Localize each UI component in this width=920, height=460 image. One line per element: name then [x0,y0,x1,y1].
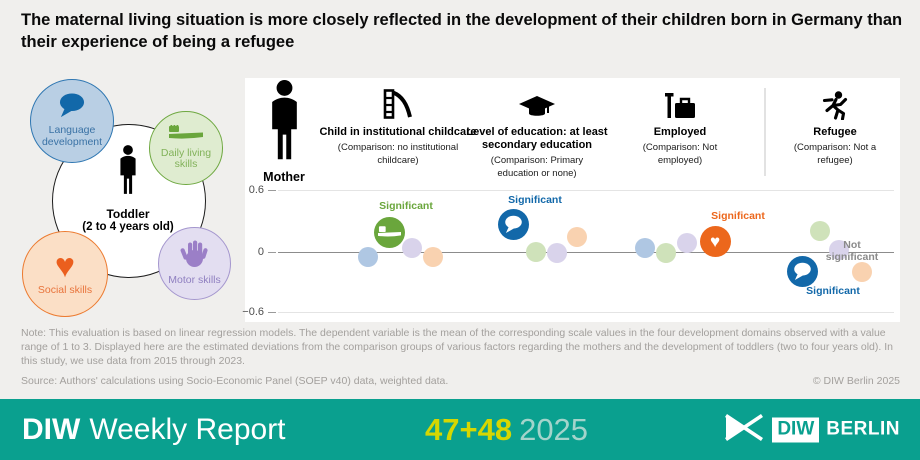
graduation-cap-icon [460,84,614,120]
issue-block: 47+48 2025 [425,412,588,448]
y-tick-label: 0 [257,246,264,258]
circle-label: Language development [41,124,103,148]
factor-comparison: (Comparison: Not employed) [642,142,718,166]
logo-berlin-text: BERLIN [826,418,900,440]
daily-living-skills-circle: Daily living skills [149,111,223,185]
circle-label: Daily living skills [160,146,212,171]
brand-diw: DIW [22,412,81,446]
running-person-icon [777,84,893,120]
diw-berlin-logo: DIW BERLIN [723,413,900,446]
toothbrush-icon [168,122,204,145]
y-tick-mark [268,252,276,253]
gridline-plus-0-6 [278,190,894,191]
y-tick-mark [268,190,276,191]
factor-title: Employed [653,126,707,138]
speech-bubble-icon [57,93,87,122]
issue-year: 2025 [519,411,589,447]
y-tick-label: −0.6 [242,306,264,318]
mother-block: Mother [250,80,318,184]
social-skills-circle: ♥ Social skills [22,231,108,317]
factor-employed: Employed (Comparison: Not employed) [622,84,738,167]
language-development-circle: Language development [30,79,114,163]
page-title: The maternal living situation is more cl… [21,11,903,51]
brand-title: DIW Weekly Report [22,413,286,447]
factor-title: Refugee [813,126,857,138]
copyright-text: © DIW Berlin 2025 [812,375,900,387]
toddler-label: Toddler [106,207,150,221]
factor-comparison: (Comparison: Not a refugee) [793,142,877,166]
footer-bar: DIW Weekly Report 47+48 2025 DIW BERLIN [0,399,920,460]
hand-icon [180,240,210,272]
brand-weekly-report: Weekly Report [89,412,286,446]
circle-label: Social skills [37,283,93,296]
factor-childcare: Child in institutional childcare (Compar… [318,84,478,167]
circle-label: Motor skills [168,274,221,286]
briefcase-icon [622,84,738,120]
person-icon [115,145,141,200]
factor-refugee: Refugee (Comparison: Not a refugee) [777,84,893,167]
logo-diw-text: DIW [772,417,820,442]
column-divider [764,88,766,176]
heart-icon: ♥ [54,247,76,286]
y-tick-mark [268,312,276,313]
gridline-minus-0-6 [278,312,894,313]
source-text: Source: Authors' calculations using Soci… [21,375,449,387]
zero-line [278,252,894,253]
factor-comparison: (Comparison: Primary education or none) [490,155,584,179]
factor-comparison: (Comparison: no institutional childcare) [337,142,459,166]
note-text: Note: This evaluation is based on linear… [21,327,893,368]
motor-skills-circle: Motor skills [158,227,231,300]
toddler-age-label: (2 to 4 years old) [82,221,174,233]
playground-slide-icon [318,84,478,120]
factor-title: Child in institutional childcare [319,126,477,138]
diw-bowtie-icon [723,413,765,446]
person-icon [263,80,306,165]
issue-number: 47+48 [425,411,513,447]
factor-title: Level of education: at least secondary e… [466,126,608,152]
y-tick-label: 0.6 [248,184,264,196]
mother-label: Mother [263,170,305,184]
factor-education: Level of education: at least secondary e… [460,84,614,180]
